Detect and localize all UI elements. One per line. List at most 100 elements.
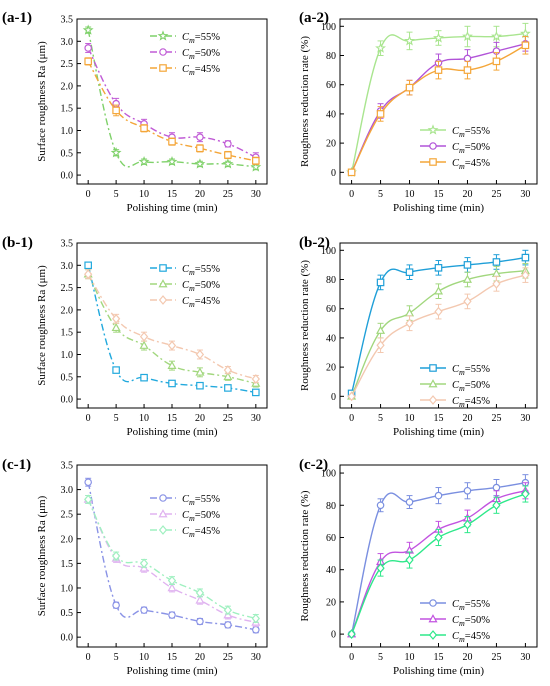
y-axis-title: Surface roughness Ra (μm) (36, 495, 48, 616)
legend-marker (158, 525, 168, 535)
series-2 (84, 494, 260, 624)
data-point (252, 625, 260, 634)
legend: Cm=55%Cm=50%Cm=45% (420, 364, 490, 409)
data-point (250, 161, 262, 172)
data-point (252, 388, 260, 397)
x-tick-label: 30 (520, 652, 530, 663)
data-point (251, 374, 260, 384)
legend-var: C (452, 126, 460, 137)
data-point (195, 367, 205, 376)
data-point (84, 494, 93, 505)
legend-value: =55% (465, 364, 490, 375)
x-tick-label: 15 (167, 413, 177, 424)
series-0 (346, 22, 531, 177)
x-axis-title: Polishing time (min) (126, 665, 217, 677)
panel-label: (b-1) (2, 235, 33, 251)
legend-value: =55% (195, 32, 220, 43)
y-tick-label: 1.5 (61, 559, 74, 570)
y-tick-label: 0.0 (61, 395, 74, 406)
x-tick-label: 20 (462, 413, 472, 424)
data-point (492, 500, 501, 511)
data-point (195, 587, 205, 598)
data-point (521, 489, 530, 499)
legend: Cm=55%Cm=50%Cm=45% (150, 30, 220, 77)
data-point (347, 391, 356, 402)
legend-value: =45% (465, 631, 490, 642)
legend-subscript: m (459, 368, 465, 377)
data-point (111, 551, 121, 561)
panel-b-1: (b-1) 0 5 10 15 20 25 30 0.0 0.5 1.0 1.5 2.0 2.5 3.0 3.… (2, 235, 268, 438)
data-point (463, 296, 472, 307)
legend-value: =50% (195, 510, 220, 521)
y-axis-title: Roughness reduction rate (%) (299, 36, 311, 167)
x-tick-label: 25 (223, 189, 233, 200)
data-point (196, 144, 204, 153)
data-point (196, 381, 204, 390)
y-tick-label: 40 (326, 333, 336, 344)
series-1 (347, 262, 530, 400)
data-point (492, 57, 501, 66)
data-point (110, 147, 122, 158)
data-point (140, 373, 148, 382)
y-tick-label: 0 (331, 168, 336, 179)
x-tick-label: 10 (405, 189, 415, 200)
series-line (350, 256, 526, 394)
y-tick-label: 3.0 (61, 261, 74, 272)
series-2 (347, 36, 530, 177)
data-point (168, 611, 176, 619)
panel-a-1: (a-1) 0 5 10 15 20 25 30 0.0 0.5 1.0 1.5 2.0 2.5 3.0 3.… (2, 10, 268, 214)
data-point (84, 478, 92, 487)
legend-var: C (182, 296, 190, 307)
data-point (463, 486, 472, 495)
data-point (462, 274, 473, 283)
data-point (138, 155, 150, 167)
legend-subscript: m (459, 400, 465, 409)
panel-label: (c-2) (299, 457, 328, 473)
x-tick-label: 15 (434, 652, 444, 663)
y-tick-label: 2.0 (61, 534, 74, 545)
y-tick-label: 60 (326, 304, 336, 315)
data-point (111, 313, 121, 324)
y-tick-label: 1.5 (61, 328, 74, 339)
legend-subscript: m (189, 498, 195, 507)
legend-marker (159, 64, 167, 72)
x-tick-label: 30 (251, 413, 261, 424)
data-point (405, 83, 414, 92)
data-point (434, 491, 443, 500)
y-tick-label: 2.0 (61, 305, 74, 316)
data-point (167, 360, 177, 369)
data-point (463, 261, 472, 269)
data-point (224, 151, 232, 159)
panel-label: (a-2) (299, 10, 329, 26)
legend-marker (158, 279, 168, 288)
legend-subscript: m (459, 603, 465, 612)
series-1 (347, 36, 530, 177)
y-axis-title: Surface roughness Ra (μm) (36, 265, 48, 386)
x-tick-label: 0 (349, 652, 354, 663)
legend-subscript: m (189, 514, 195, 523)
data-point (404, 35, 415, 46)
legend-marker (428, 395, 438, 405)
legend-value: =55% (195, 494, 220, 505)
legend-subscript: m (189, 68, 195, 77)
x-axis-title: Polishing time (min) (126, 426, 217, 438)
data-point (224, 384, 232, 392)
data-point (434, 264, 443, 272)
data-point (405, 268, 414, 277)
legend-value: =50% (195, 280, 220, 291)
x-tick-label: 10 (405, 413, 415, 424)
data-point (492, 278, 501, 289)
data-point (405, 318, 414, 329)
data-point (112, 601, 120, 609)
series-1 (347, 482, 530, 638)
legend-label: Cm=50% (452, 380, 490, 393)
x-tick-label: 25 (491, 189, 501, 200)
data-point (434, 306, 443, 317)
data-point (168, 379, 176, 388)
series-2 (347, 485, 530, 640)
data-point (223, 371, 233, 381)
legend-label: Cm=45% (452, 396, 490, 409)
legend-marker (159, 494, 167, 502)
legend-label: Cm=55% (182, 264, 220, 277)
legend-marker (159, 264, 167, 272)
